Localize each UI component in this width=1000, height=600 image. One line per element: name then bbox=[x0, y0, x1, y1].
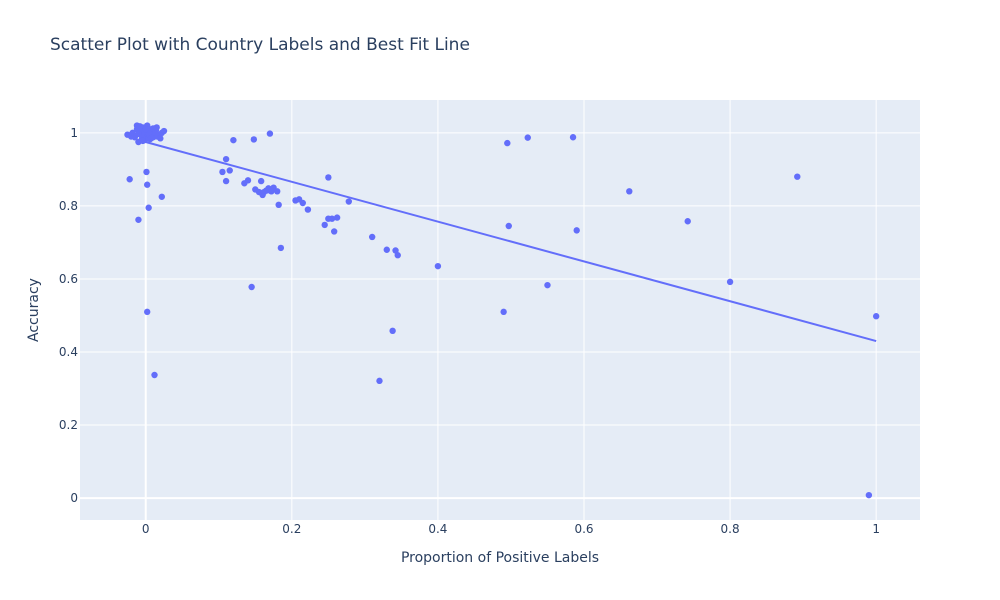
scatter-point bbox=[144, 181, 151, 188]
y-tick-label: 0.2 bbox=[59, 418, 78, 432]
scatter-point bbox=[392, 247, 399, 254]
scatter-point bbox=[248, 283, 255, 291]
scatter-point bbox=[872, 313, 880, 320]
grid-lines bbox=[80, 100, 920, 520]
scatter-point bbox=[135, 216, 142, 223]
scatter-point bbox=[330, 228, 338, 235]
scatter-point bbox=[148, 134, 155, 142]
scatter-point bbox=[160, 127, 168, 135]
scatter-point bbox=[265, 187, 272, 194]
scatter-point bbox=[250, 136, 258, 143]
scatter-point bbox=[157, 135, 164, 142]
scatter-point bbox=[626, 188, 633, 195]
y-tick-label: 1 bbox=[70, 126, 78, 140]
scatter-point bbox=[684, 218, 691, 225]
scatter-point bbox=[142, 126, 149, 133]
scatter-point bbox=[277, 244, 285, 252]
scatter-point bbox=[434, 262, 442, 270]
scatter-point bbox=[325, 174, 332, 181]
scatter-point bbox=[139, 137, 147, 145]
scatter-point bbox=[524, 134, 531, 141]
x-tick-label: 0.6 bbox=[574, 522, 593, 536]
scatter-point bbox=[505, 222, 512, 230]
scatter-point bbox=[135, 130, 142, 138]
scatter-point bbox=[794, 173, 801, 180]
scatter-point bbox=[244, 177, 252, 184]
data-points bbox=[124, 122, 880, 499]
scatter-point bbox=[333, 214, 341, 221]
scatter-point bbox=[504, 139, 511, 147]
y-tick-label: 0.4 bbox=[59, 345, 78, 359]
scatter-point bbox=[394, 252, 401, 259]
scatter-point bbox=[321, 221, 328, 229]
scatter-point bbox=[230, 136, 237, 144]
scatter-point bbox=[158, 193, 166, 200]
tick-labels: 0 0.2 0.4 0.6 0.8 1 0 0.2 0.4 0.6 0.8 1 bbox=[59, 126, 880, 536]
scatter-point bbox=[383, 246, 390, 253]
scatter-point bbox=[126, 176, 133, 183]
scatter-point bbox=[274, 188, 281, 195]
scatter-point bbox=[226, 167, 233, 174]
scatter-point bbox=[573, 227, 580, 234]
scatter-point bbox=[136, 123, 144, 130]
scatter-point bbox=[376, 377, 383, 385]
scatter-point bbox=[151, 371, 158, 379]
y-tick-label: 0 bbox=[70, 491, 78, 505]
x-tick-label: 0.2 bbox=[282, 522, 301, 536]
x-tick-label: 0.8 bbox=[721, 522, 740, 536]
plot-area bbox=[80, 100, 920, 520]
y-tick-label: 0.8 bbox=[59, 199, 78, 213]
scatter-point bbox=[726, 278, 734, 286]
scatter-point bbox=[275, 201, 282, 209]
scatter-point bbox=[222, 177, 230, 185]
y-tick-label: 0.6 bbox=[59, 272, 78, 286]
scatter-point bbox=[299, 199, 306, 207]
scatter-point bbox=[222, 155, 230, 163]
scatter-point bbox=[569, 134, 577, 141]
scatter-point bbox=[143, 168, 150, 176]
x-axis-title: Proportion of Positive Labels bbox=[401, 550, 599, 566]
scatter-point bbox=[152, 129, 160, 137]
y-axis-title: Accuracy bbox=[26, 278, 42, 342]
scatter-point bbox=[144, 308, 151, 316]
best-fit-line bbox=[145, 141, 877, 343]
scatter-point bbox=[304, 206, 312, 213]
scatter-point bbox=[544, 281, 551, 289]
scatter-point bbox=[368, 233, 376, 241]
scatter-point bbox=[325, 215, 332, 222]
chart-title: Scatter Plot with Country Labels and Bes… bbox=[50, 35, 470, 55]
scatter-point bbox=[865, 491, 873, 499]
x-tick-label: 0 bbox=[142, 522, 150, 536]
scatter-point bbox=[500, 308, 507, 316]
scatter-point bbox=[219, 168, 226, 176]
scatter-point bbox=[145, 204, 152, 211]
scatter-point bbox=[266, 130, 274, 137]
best-fit-layer bbox=[145, 141, 877, 343]
x-tick-label: 0.4 bbox=[428, 522, 447, 536]
x-tick-label: 1 bbox=[872, 522, 880, 536]
scatter-point bbox=[389, 327, 396, 335]
scatter-point bbox=[345, 198, 352, 205]
scatter-point bbox=[257, 177, 265, 185]
